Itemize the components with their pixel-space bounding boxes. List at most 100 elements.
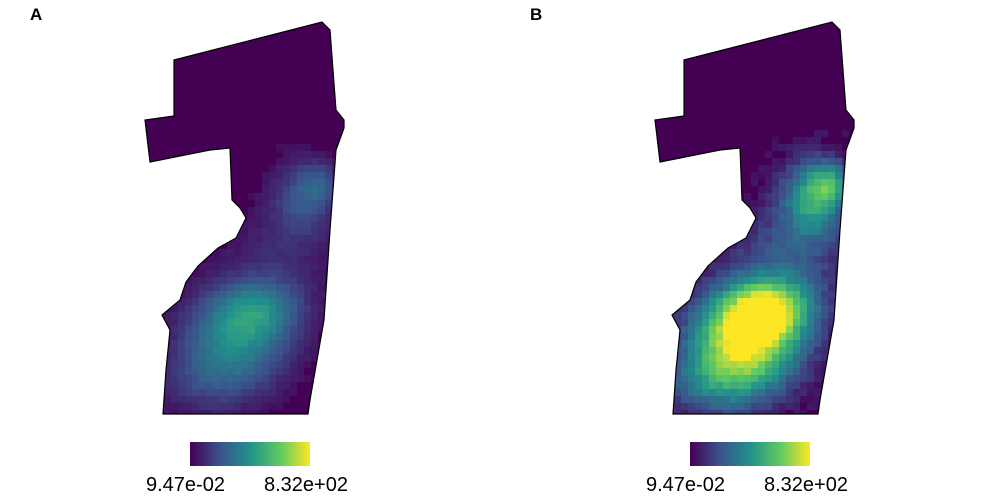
density-cell bbox=[835, 235, 842, 242]
density-cell bbox=[660, 298, 667, 305]
density-cell bbox=[283, 193, 290, 200]
density-cell bbox=[269, 242, 276, 249]
density-cell bbox=[842, 396, 849, 403]
density-cell bbox=[276, 228, 283, 235]
density-cell bbox=[297, 305, 304, 312]
density-cell bbox=[842, 165, 849, 172]
density-cell bbox=[821, 130, 828, 137]
density-cell bbox=[716, 410, 723, 414]
density-cell bbox=[290, 207, 297, 214]
panel-label-a: A bbox=[30, 5, 43, 24]
density-cell bbox=[737, 291, 744, 298]
density-cell bbox=[737, 228, 744, 235]
density-cell bbox=[723, 403, 730, 410]
density-cell bbox=[723, 249, 730, 256]
density-cell bbox=[849, 200, 854, 207]
density-cell bbox=[730, 389, 737, 396]
density-cell bbox=[751, 333, 758, 340]
density-cell bbox=[297, 361, 304, 368]
density-cell bbox=[667, 263, 674, 270]
density-cell bbox=[800, 291, 807, 298]
density-cell bbox=[793, 144, 800, 151]
density-cell bbox=[318, 221, 325, 228]
density-cell bbox=[164, 298, 171, 305]
density-cell bbox=[695, 375, 702, 382]
density-cell bbox=[178, 305, 185, 312]
density-cell bbox=[688, 333, 695, 340]
density-cell bbox=[807, 319, 814, 326]
density-cell bbox=[758, 389, 765, 396]
density-cell bbox=[828, 277, 835, 284]
density-cell bbox=[765, 403, 772, 410]
density-cell bbox=[688, 298, 695, 305]
density-cell bbox=[248, 256, 255, 263]
density-cell bbox=[325, 214, 332, 221]
density-cell bbox=[164, 410, 171, 414]
density-cell bbox=[297, 179, 304, 186]
density-cell bbox=[702, 326, 709, 333]
density-cell bbox=[290, 298, 297, 305]
density-cell bbox=[681, 375, 688, 382]
density-cell bbox=[793, 333, 800, 340]
density-cell bbox=[716, 396, 723, 403]
density-cell bbox=[800, 228, 807, 235]
density-cell bbox=[695, 200, 702, 207]
density-cell bbox=[744, 277, 751, 284]
density-cell bbox=[688, 319, 695, 326]
density-cell bbox=[758, 207, 765, 214]
density-cell bbox=[290, 193, 297, 200]
density-cell bbox=[248, 291, 255, 298]
density-cell bbox=[220, 319, 227, 326]
density-cell bbox=[262, 235, 269, 242]
density-cell bbox=[723, 298, 730, 305]
density-cell bbox=[793, 410, 800, 414]
density-cell bbox=[814, 312, 821, 319]
density-cell bbox=[171, 312, 178, 319]
density-cell bbox=[262, 368, 269, 375]
density-cell bbox=[723, 193, 730, 200]
density-cell bbox=[695, 396, 702, 403]
density-cell bbox=[849, 312, 854, 319]
density-cell bbox=[283, 312, 290, 319]
density-cell bbox=[667, 361, 674, 368]
density-cell bbox=[297, 151, 304, 158]
density-cell bbox=[227, 382, 234, 389]
density-cell bbox=[702, 284, 709, 291]
density-cell bbox=[744, 340, 751, 347]
density-cell bbox=[318, 214, 325, 221]
density-cell bbox=[842, 221, 849, 228]
density-cell bbox=[339, 179, 344, 186]
density-cell bbox=[290, 291, 297, 298]
density-cell bbox=[220, 298, 227, 305]
density-cell bbox=[178, 410, 185, 414]
density-cell bbox=[227, 291, 234, 298]
density-cell bbox=[318, 158, 325, 165]
density-cell bbox=[241, 396, 248, 403]
density-cell bbox=[793, 305, 800, 312]
density-cell bbox=[213, 375, 220, 382]
density-cell bbox=[772, 340, 779, 347]
density-cell bbox=[730, 410, 737, 414]
density-cell bbox=[304, 333, 311, 340]
density-cell bbox=[842, 368, 849, 375]
density-cell bbox=[220, 312, 227, 319]
density-cell bbox=[807, 207, 814, 214]
density-cell bbox=[297, 354, 304, 361]
density-cell bbox=[192, 326, 199, 333]
density-cell bbox=[185, 298, 192, 305]
density-cell bbox=[332, 172, 339, 179]
density-cell bbox=[150, 382, 157, 389]
density-cell bbox=[269, 312, 276, 319]
density-cell bbox=[751, 389, 758, 396]
density-cell bbox=[332, 249, 339, 256]
density-cell bbox=[758, 186, 765, 193]
density-cell bbox=[220, 354, 227, 361]
density-cell bbox=[849, 305, 854, 312]
density-cell bbox=[297, 207, 304, 214]
density-cell bbox=[297, 242, 304, 249]
density-cell bbox=[779, 158, 786, 165]
density-cell bbox=[849, 256, 854, 263]
density-cell bbox=[304, 249, 311, 256]
density-cell bbox=[772, 326, 779, 333]
density-cell bbox=[241, 410, 248, 414]
